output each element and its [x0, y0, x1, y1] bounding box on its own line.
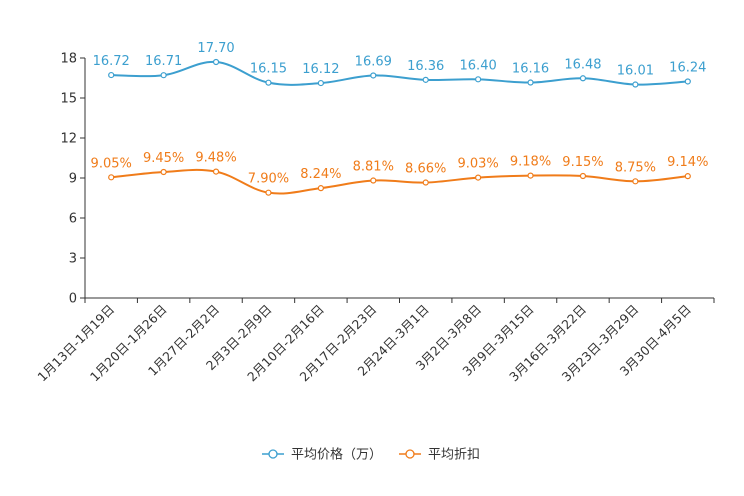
data-point [212, 58, 220, 66]
data-point [160, 168, 167, 176]
data-point [475, 174, 482, 181]
data-point [422, 76, 429, 83]
data-label: 16.40 [460, 58, 497, 73]
data-point [632, 81, 639, 88]
legend-marker-icon [268, 449, 278, 459]
data-point [475, 76, 482, 83]
data-point [684, 78, 691, 85]
data-point [579, 75, 587, 82]
data-label: 16.72 [93, 54, 130, 69]
data-label: 9.48% [195, 151, 236, 166]
y-tick-label: 3 [69, 252, 77, 267]
data-label: 9.05% [91, 156, 132, 171]
data-point [527, 79, 534, 86]
data-point [265, 189, 272, 196]
x-axis-ticks: 1月13日-1月19日1月20日-1月26日1月27日-2月2日2月3日-2月9… [34, 298, 715, 384]
series-group: 16.72 16.71 17.70 16.15 16.12 16.69 16.36 16.40… [91, 41, 708, 196]
data-label: 9.14% [667, 155, 708, 170]
axes [84, 58, 714, 299]
data-point [212, 168, 220, 175]
series-line [111, 60, 688, 86]
data-label: 16.01 [617, 64, 654, 79]
legend-item-average-discount: 平均折扣 [399, 448, 480, 463]
data-label: 16.36 [407, 59, 444, 74]
data-label: 16.12 [302, 62, 339, 77]
data-label: 16.48 [564, 57, 601, 72]
legend-label: 平均折扣 [428, 448, 480, 463]
y-tick-label: 15 [60, 92, 77, 107]
y-tick-label: 12 [60, 132, 77, 147]
legend-item-average-price: 平均价格（万） [262, 447, 382, 463]
data-point [160, 72, 167, 79]
data-point [579, 172, 587, 180]
data-label: 8.24% [300, 167, 341, 182]
y-tick-label: 18 [60, 52, 77, 67]
data-label: 16.69 [355, 54, 392, 69]
data-label: 9.15% [562, 155, 603, 170]
y-tick-label: 9 [69, 172, 77, 187]
legend-marker-icon [405, 449, 415, 459]
data-point [265, 79, 272, 86]
data-point [684, 173, 691, 180]
data-point [108, 174, 115, 181]
data-label: 17.70 [197, 41, 234, 56]
y-tick-label: 0 [69, 292, 77, 307]
data-label: 16.15 [250, 62, 287, 77]
data-label: 8.75% [615, 160, 656, 175]
data-point [632, 178, 639, 185]
series-average-discount: 9.05% 9.45% 9.48% 7.90% 8.24% 8.81% 8.66% 9.03%… [91, 151, 708, 196]
data-point [370, 177, 377, 184]
data-label: 9.03% [457, 157, 498, 172]
data-label: 8.81% [353, 160, 394, 175]
y-tick-label: 6 [69, 212, 77, 227]
data-label: 7.90% [248, 172, 289, 187]
data-point [527, 172, 534, 179]
series-line [111, 168, 688, 195]
legend: 平均价格（万） 平均折扣 [262, 447, 480, 463]
y-axis-ticks: 0 3 6 9 12 15 18 [60, 52, 85, 307]
data-label: 16.71 [145, 54, 182, 69]
data-label: 8.66% [405, 162, 446, 177]
data-label: 16.16 [512, 62, 549, 77]
data-point [422, 179, 429, 186]
data-point [370, 72, 377, 79]
series-average-price: 16.72 16.71 17.70 16.15 16.12 16.69 16.36 16.40… [93, 41, 706, 88]
data-label: 16.24 [669, 60, 706, 75]
data-label: 9.18% [510, 155, 551, 170]
data-label: 9.45% [143, 151, 184, 166]
legend-label: 平均价格（万） [291, 447, 382, 463]
data-point [317, 185, 324, 192]
data-point [108, 71, 115, 79]
data-point [317, 79, 324, 87]
